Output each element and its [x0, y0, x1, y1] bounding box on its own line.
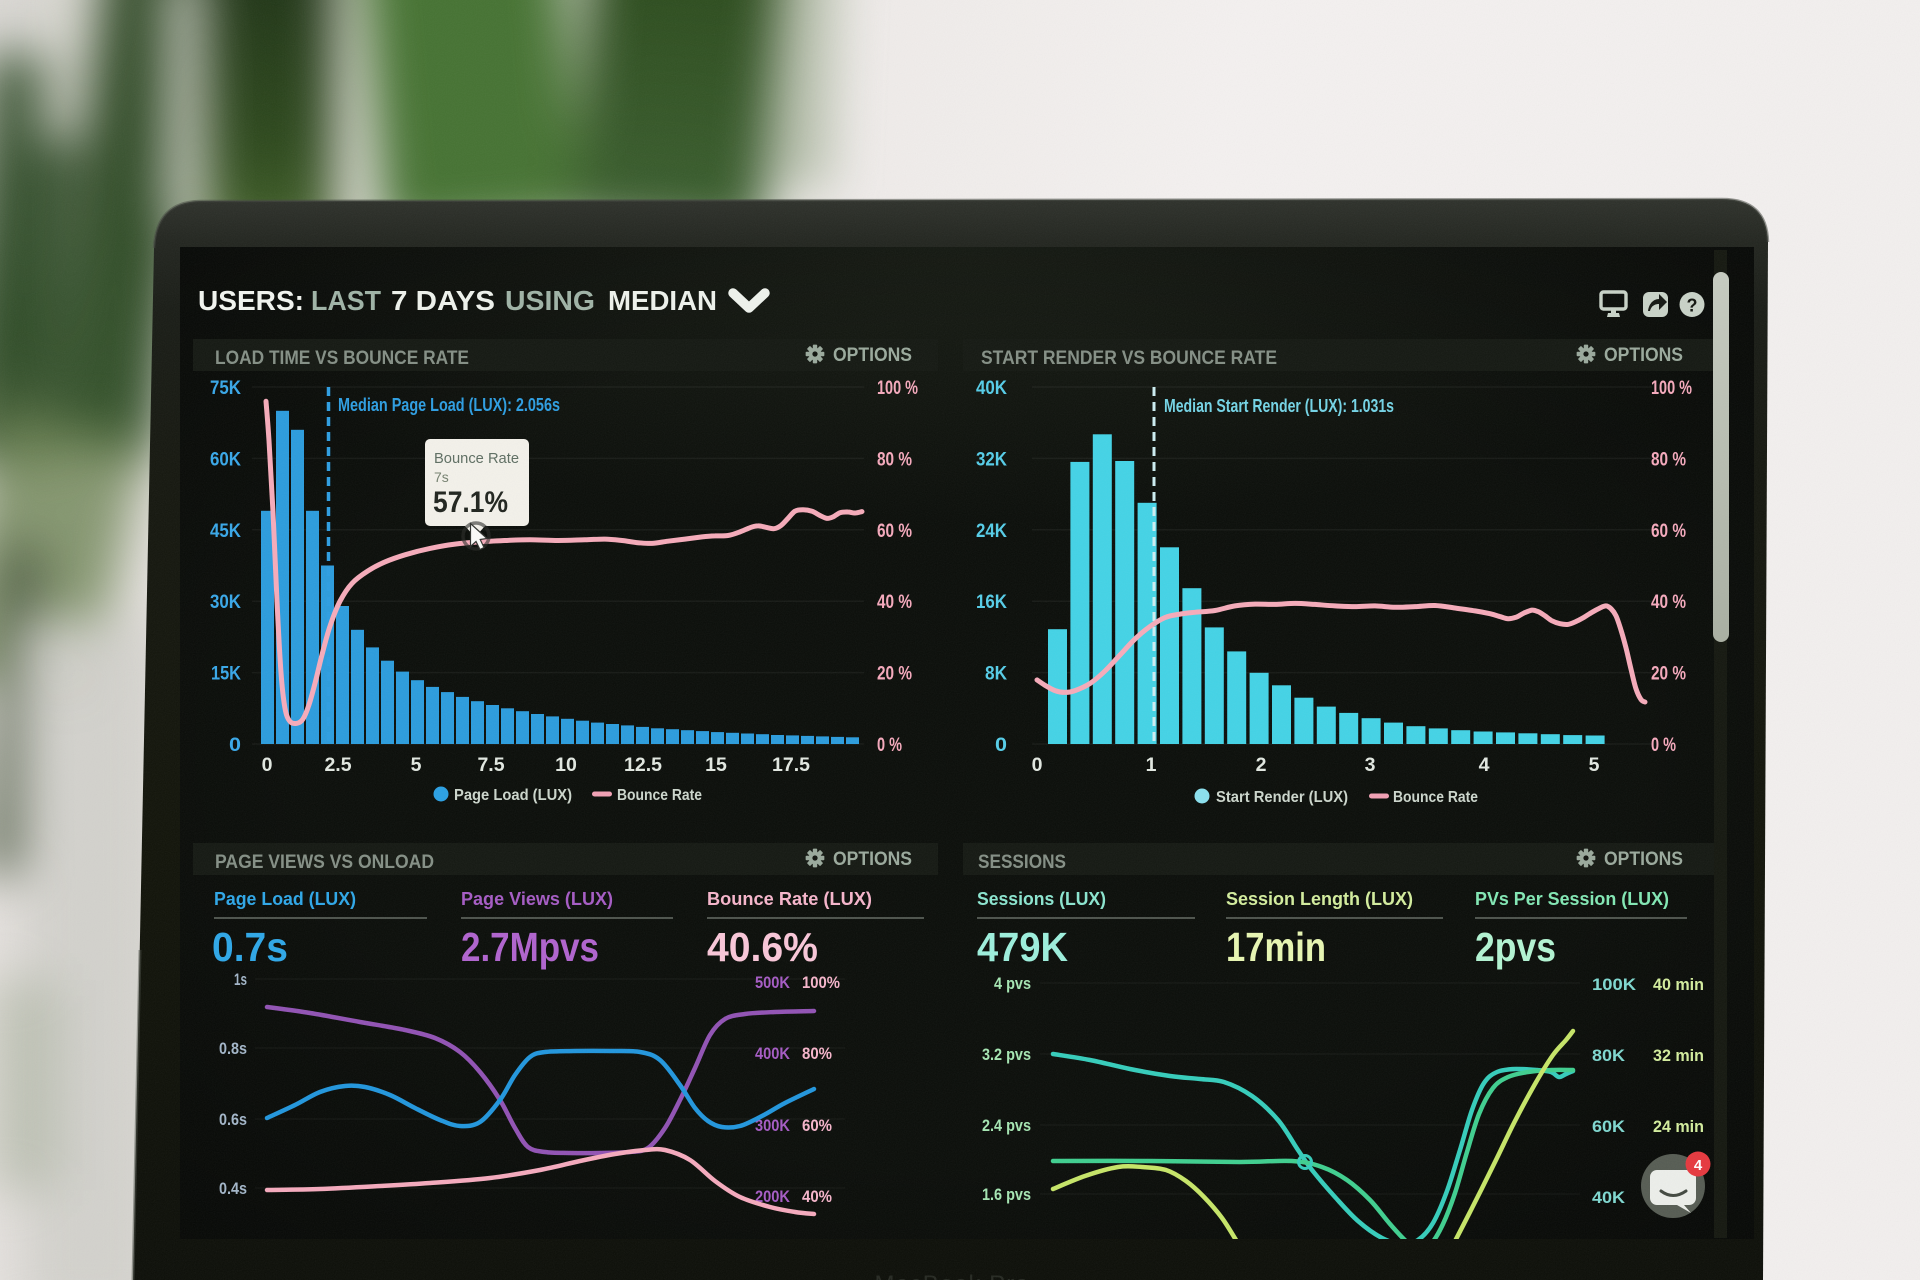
svg-text:USING: USING [505, 285, 595, 316]
svg-text:100K: 100K [1592, 976, 1636, 994]
svg-text:1: 1 [1146, 754, 1157, 776]
svg-text:OPTIONS: OPTIONS [833, 849, 912, 870]
svg-text:Bounce Rate: Bounce Rate [434, 450, 519, 467]
svg-text:45K: 45K [210, 520, 241, 542]
svg-text:0 %: 0 % [877, 734, 902, 756]
svg-text:SESSIONS: SESSIONS [978, 852, 1066, 873]
svg-text:Median Page Load (LUX): 2.056s: Median Page Load (LUX): 2.056s [338, 395, 560, 415]
svg-text:0: 0 [262, 754, 273, 776]
svg-text:16K: 16K [976, 591, 1007, 613]
svg-text:60%: 60% [802, 1117, 832, 1135]
svg-text:15K: 15K [211, 663, 241, 685]
svg-text:0.7s: 0.7s [212, 924, 288, 970]
svg-text:0.8s: 0.8s [219, 1040, 247, 1058]
svg-text:LOAD TIME VS BOUNCE RATE: LOAD TIME VS BOUNCE RATE [215, 348, 469, 369]
svg-text:80 %: 80 % [1651, 448, 1686, 470]
svg-text:0: 0 [995, 734, 1007, 756]
svg-text:30K: 30K [210, 591, 241, 613]
svg-text:17min: 17min [1226, 924, 1326, 970]
svg-text:Start Render (LUX): Start Render (LUX) [1216, 789, 1348, 806]
svg-text:0: 0 [1032, 754, 1043, 776]
svg-text:7.5: 7.5 [477, 754, 504, 776]
svg-text:10: 10 [555, 754, 577, 776]
svg-text:40%: 40% [802, 1188, 832, 1206]
svg-text:2.7Mpvs: 2.7Mpvs [461, 924, 599, 970]
svg-text:4: 4 [1479, 754, 1490, 776]
svg-text:Page Load (LUX): Page Load (LUX) [214, 889, 356, 909]
svg-text:0.6s: 0.6s [219, 1111, 247, 1129]
svg-text:2: 2 [1256, 754, 1267, 776]
svg-text:32K: 32K [976, 448, 1007, 470]
svg-text:3: 3 [1365, 754, 1376, 776]
svg-text:17.5: 17.5 [772, 754, 810, 776]
svg-text:OPTIONS: OPTIONS [833, 345, 912, 366]
svg-text:0: 0 [229, 734, 241, 756]
svg-text:24 min: 24 min [1653, 1118, 1704, 1136]
svg-text:40 min: 40 min [1653, 976, 1704, 994]
svg-text:80 %: 80 % [877, 448, 912, 470]
svg-text:2pvs: 2pvs [1475, 924, 1556, 970]
svg-text:20 %: 20 % [877, 663, 912, 685]
svg-text:Session Length (LUX): Session Length (LUX) [1226, 889, 1413, 909]
svg-text:2.4 pvs: 2.4 pvs [982, 1117, 1031, 1135]
svg-text:300K: 300K [755, 1117, 790, 1135]
svg-text:2.5: 2.5 [324, 754, 351, 776]
svg-text:24K: 24K [976, 520, 1007, 542]
svg-text:80K: 80K [1592, 1047, 1625, 1065]
svg-text:60 %: 60 % [877, 520, 912, 542]
svg-text:START RENDER VS BOUNCE RATE: START RENDER VS BOUNCE RATE [981, 348, 1277, 369]
svg-text:Bounce Rate (LUX): Bounce Rate (LUX) [707, 889, 872, 909]
svg-text:7s: 7s [434, 469, 449, 485]
svg-text:479K: 479K [977, 924, 1068, 970]
svg-text:60K: 60K [1592, 1118, 1625, 1136]
svg-text:Bounce Rate: Bounce Rate [617, 787, 702, 804]
svg-text:40.6%: 40.6% [707, 924, 818, 970]
svg-text:60K: 60K [210, 448, 241, 470]
svg-text:20 %: 20 % [1651, 663, 1686, 685]
svg-text:100 %: 100 % [1651, 377, 1692, 399]
svg-text:100%: 100% [802, 974, 840, 992]
svg-text:1.6 pvs: 1.6 pvs [982, 1186, 1031, 1204]
svg-text:40 %: 40 % [1651, 591, 1686, 613]
svg-text:15: 15 [705, 754, 727, 776]
svg-text:Page Load (LUX): Page Load (LUX) [454, 787, 572, 804]
svg-text:75K: 75K [210, 377, 241, 399]
svg-text:Median Start Render (LUX): 1.0: Median Start Render (LUX): 1.031s [1164, 396, 1394, 416]
svg-text:7 DAYS: 7 DAYS [391, 285, 495, 316]
svg-text:PVs Per Session (LUX): PVs Per Session (LUX) [1475, 889, 1669, 909]
svg-text:Page Views (LUX): Page Views (LUX) [461, 889, 613, 909]
svg-text:USERS:: USERS: [198, 285, 304, 316]
svg-text:80%: 80% [802, 1045, 832, 1063]
svg-text:8K: 8K [985, 663, 1007, 685]
svg-text:40K: 40K [1592, 1189, 1625, 1207]
svg-text:OPTIONS: OPTIONS [1604, 345, 1683, 366]
svg-text:Bounce Rate: Bounce Rate [1393, 789, 1478, 806]
svg-text:400K: 400K [755, 1045, 790, 1063]
svg-text:57.1%: 57.1% [433, 486, 508, 519]
svg-text:MEDIAN: MEDIAN [608, 285, 717, 316]
svg-text:5: 5 [1589, 754, 1600, 776]
svg-text:0 %: 0 % [1651, 734, 1676, 756]
svg-text:MacBook Pro: MacBook Pro [874, 1271, 1029, 1280]
svg-text:0.4s: 0.4s [219, 1180, 247, 1198]
svg-text:12.5: 12.5 [624, 754, 662, 776]
svg-text:Sessions (LUX): Sessions (LUX) [977, 889, 1106, 909]
svg-text:3.2 pvs: 3.2 pvs [982, 1046, 1031, 1064]
svg-text:40 %: 40 % [877, 591, 912, 613]
svg-text:4 pvs: 4 pvs [994, 975, 1031, 993]
svg-text:5: 5 [411, 754, 422, 776]
svg-text:?: ? [1687, 296, 1698, 316]
svg-text:4: 4 [1694, 1157, 1703, 1174]
svg-text:100 %: 100 % [877, 377, 918, 399]
svg-text:OPTIONS: OPTIONS [1604, 849, 1683, 870]
svg-text:32 min: 32 min [1653, 1047, 1704, 1065]
svg-text:40K: 40K [976, 377, 1007, 399]
svg-text:LAST: LAST [311, 285, 381, 316]
svg-text:500K: 500K [755, 974, 790, 992]
svg-text:PAGE VIEWS VS ONLOAD: PAGE VIEWS VS ONLOAD [215, 852, 434, 873]
svg-text:60 %: 60 % [1651, 520, 1686, 542]
svg-text:1s: 1s [234, 971, 247, 989]
